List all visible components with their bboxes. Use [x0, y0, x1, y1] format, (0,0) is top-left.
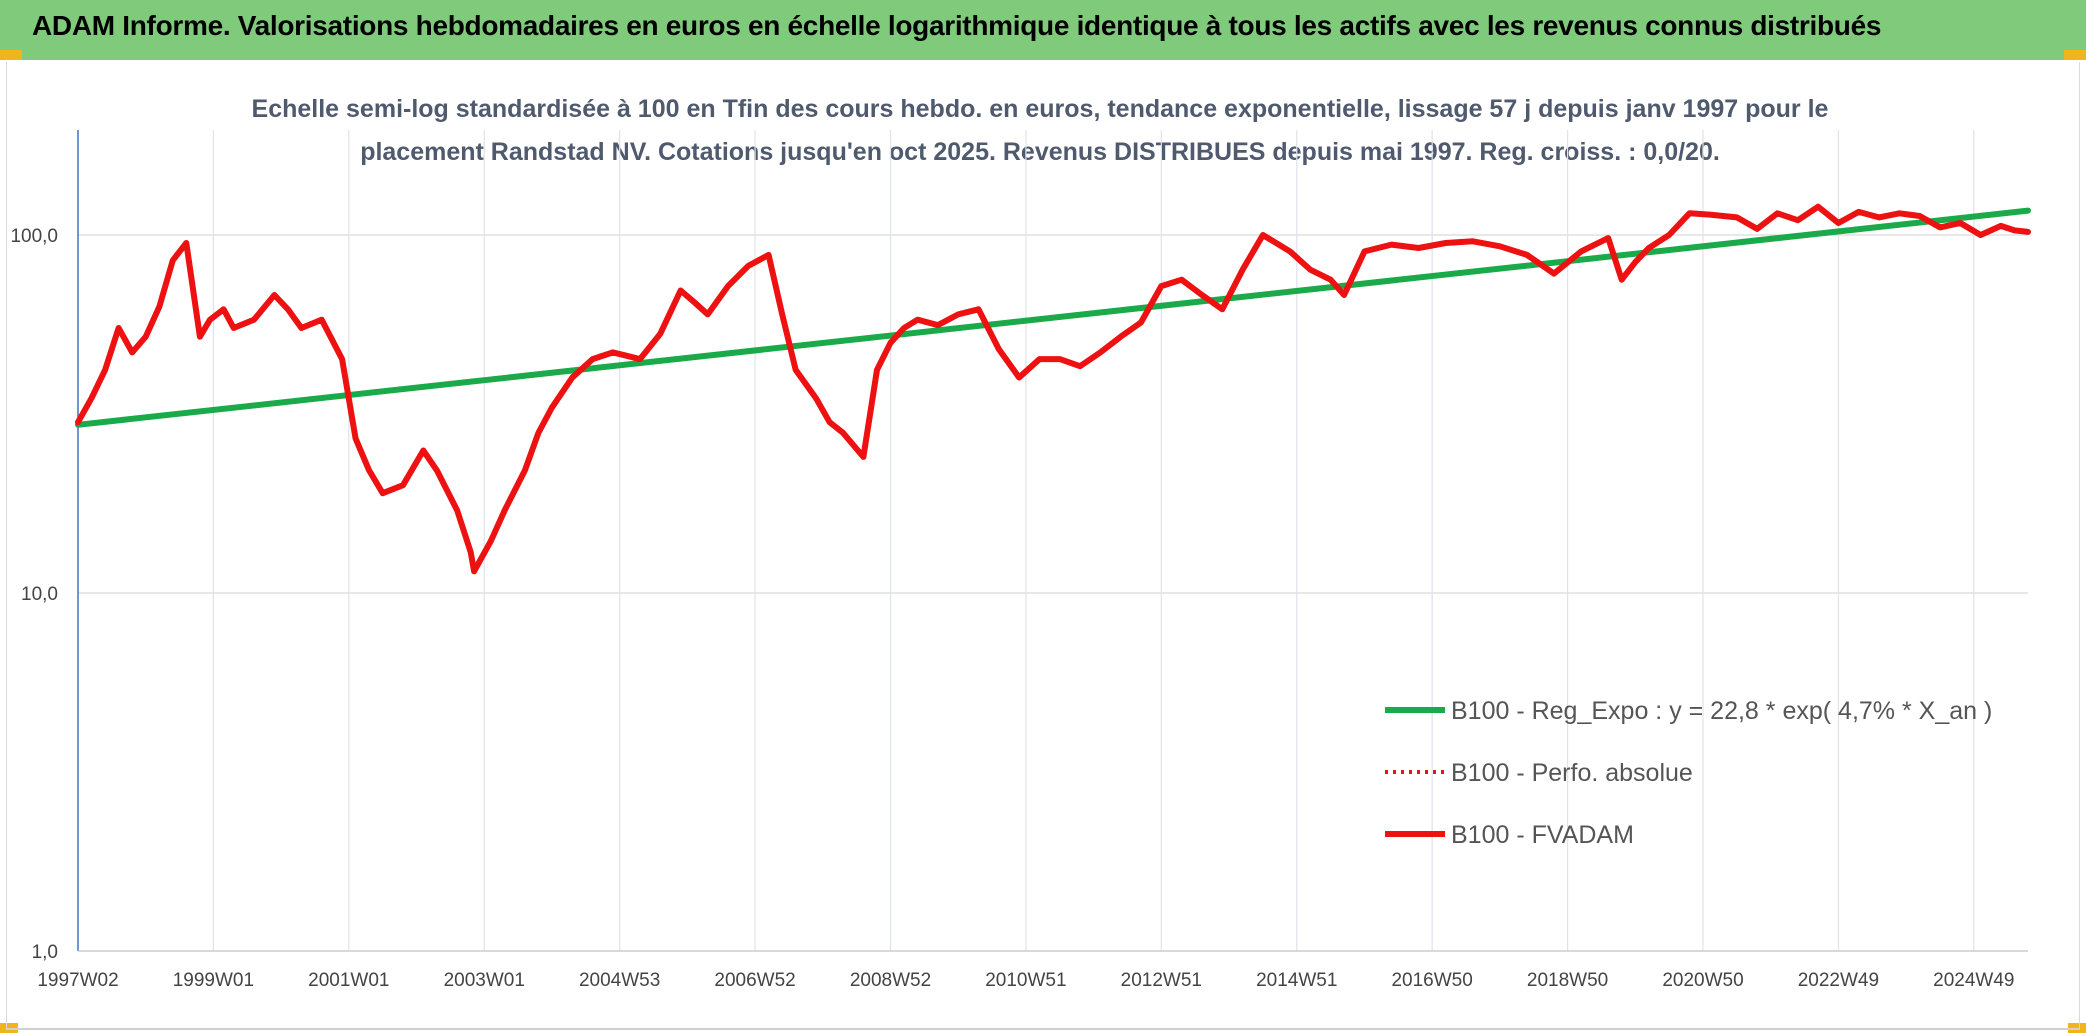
chart-frame — [6, 62, 2080, 1030]
x-tick-label: 2006W52 — [714, 970, 795, 991]
chart-legend: B100 - Reg_Expo : y = 22,8 * exp( 4,7% *… — [1385, 697, 1992, 849]
x-tick-label: 2012W51 — [1121, 970, 1202, 991]
x-tick-label: 2022W49 — [1798, 970, 1879, 991]
chart-subtitle: Echelle semi-log standardisée à 100 en T… — [230, 88, 1850, 174]
chart-axes — [77, 130, 2028, 952]
x-tick-label: 1999W01 — [173, 970, 254, 991]
legend-label-2: B100 - FVADAM — [1451, 821, 1634, 849]
chart-grid — [77, 130, 2028, 952]
corner-accent-right — [2064, 50, 2086, 60]
x-tick-label: 2016W50 — [1391, 970, 1472, 991]
series-line-2 — [75, 203, 2031, 575]
y-tick-label: 10,0 — [21, 584, 58, 605]
x-tick-label: 2014W51 — [1256, 970, 1337, 991]
legend-label-0: B100 - Reg_Expo : y = 22,8 * exp( 4,7% *… — [1451, 697, 1992, 725]
x-tick-label: 2010W51 — [985, 970, 1066, 991]
page-title: ADAM Informe. Valorisations hebdomadaire… — [32, 10, 1882, 41]
chart-series — [75, 203, 2031, 575]
x-tick-label: 2001W01 — [308, 970, 389, 991]
y-tick-label: 100,0 — [10, 226, 58, 247]
y-tick-label: 1,0 — [32, 942, 58, 963]
header-bar: ADAM Informe. Valorisations hebdomadaire… — [0, 0, 2086, 60]
x-tick-label: 2024W49 — [1933, 970, 2014, 991]
tick-labels: 1,0 10,0 100,0 1997W02 1999W01 2001W01 2003W01… — [10, 226, 2014, 991]
x-tick-label: 2018W50 — [1527, 970, 1608, 991]
corner-accent-left — [0, 50, 22, 60]
series-line-0 — [75, 207, 2031, 428]
x-tick-label: 2003W01 — [444, 970, 525, 991]
x-tick-label: 1997W02 — [37, 970, 118, 991]
chart-subtitle-line2: placement Randstad NV. Cotations jusqu'e… — [360, 138, 1720, 166]
x-tick-label: 2008W52 — [850, 970, 931, 991]
x-tick-label: 2020W50 — [1662, 970, 1743, 991]
legend-label-1: B100 - Perfo. absolue — [1451, 759, 1693, 787]
x-tick-label: 2004W53 — [579, 970, 660, 991]
chart-subtitle-line1: Echelle semi-log standardisée à 100 en T… — [251, 95, 1829, 123]
